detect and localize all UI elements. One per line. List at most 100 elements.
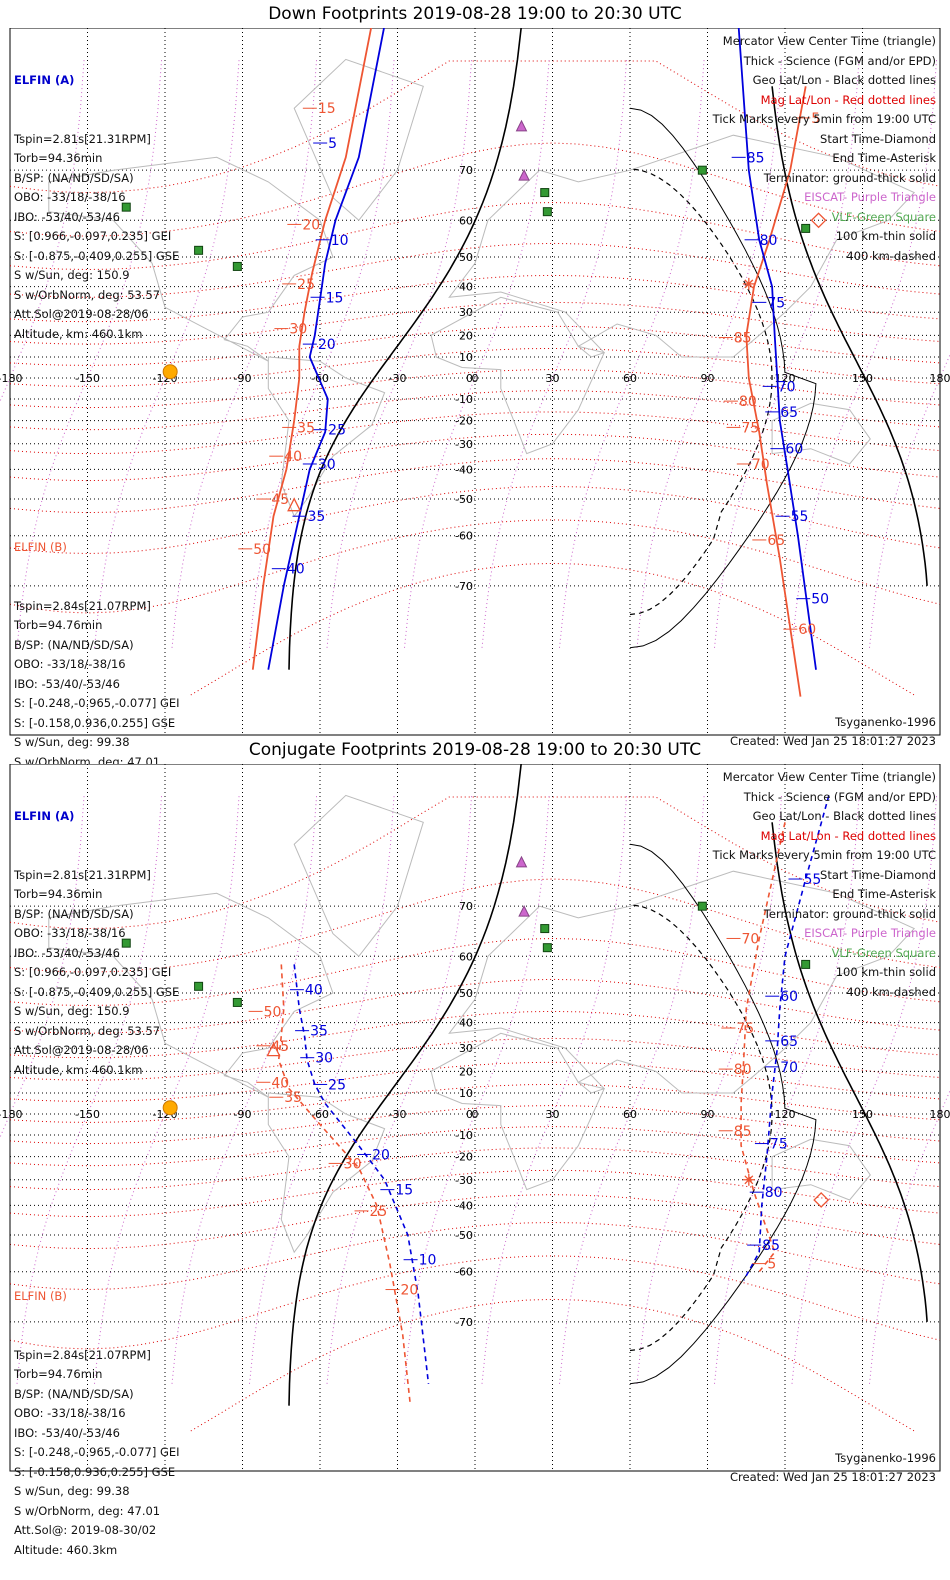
elfin-b-time-label: 20 (401, 1283, 419, 1299)
panel-2-elfin-b-info: ELFIN (B) Tspin=2.84s[21.07RPM]Torb=94.7… (14, 1248, 180, 1580)
elfin-b-line-3: OBO: -33/18/-38/16 (14, 1404, 180, 1424)
elfin-a-time-label: 50 (811, 592, 829, 608)
elfin-a-line-8: S w/OrbNorm, deg: 53.57 (14, 286, 179, 306)
lon-tick-label: -150 (75, 372, 100, 385)
elfin-a-time-label: 25 (328, 1077, 346, 1093)
elfin-b-time-label: 25 (297, 277, 315, 293)
legend-item-6: End Time-Asterisk (713, 149, 936, 169)
lat-tick-label: -30 (455, 1174, 473, 1187)
elfin-b-line-7: S w/Sun, deg: 99.38 (14, 1482, 180, 1502)
elfin-a-time-label: 20 (372, 1147, 390, 1163)
elfin-a-time-label: 5 (328, 136, 337, 152)
lat-tick-label: 10 (459, 1087, 473, 1100)
elfin-b-time-label: 80 (734, 1062, 752, 1078)
elfin-b-line-0: Tspin=2.84s[21.07RPM] (14, 597, 180, 617)
elfin-a-line-10: Altitude, km: 460.1km (14, 325, 179, 345)
elfin-a-time-label: 80 (765, 1185, 783, 1201)
lat-tick-label: -20 (455, 415, 473, 428)
lat-tick-label: -10 (455, 393, 473, 406)
legend-item-4: Tick Marks every 5min from 19:00 UTC (713, 110, 936, 130)
elfin-b-line-1: Torb=94.76min (14, 1365, 180, 1385)
elfin-a-time-label: 30 (318, 457, 336, 473)
elfin-b-line-10: Altitude: 460.3km (14, 1541, 180, 1561)
elfin-a-line-7: S w/Sun, deg: 150.9 (14, 266, 179, 286)
lon-tick-label: 90 (701, 1108, 715, 1121)
panel-1-elfin-a-info: ELFIN (A) Tspin=2.81s[21.31RPM]Torb=94.3… (14, 32, 179, 364)
lon-tick-label: -30 (389, 372, 407, 385)
elfin-a-time-label: 75 (770, 1137, 788, 1153)
elfin-a-time-label: 20 (318, 337, 336, 353)
panel-2-model: Tsyganenko-1996 (835, 1451, 936, 1465)
legend-item-7: Terminator: ground-thick solid (713, 905, 936, 925)
lat-tick-label: 50 (459, 987, 473, 1000)
elfin-b-time-label: 35 (284, 1090, 302, 1106)
elfin-a-line-0: Tspin=2.81s[21.31RPM] (14, 130, 179, 150)
legend-item-7: Terminator: ground-thick solid (713, 169, 936, 189)
elfin-a-time-label: 40 (305, 983, 323, 999)
elfin-a-time-label: 75 (767, 295, 785, 311)
lon-tick-label: 30 (546, 372, 560, 385)
lon-tick-label: 60 (623, 1108, 637, 1121)
legend-item-3: Mag Lat/Lon - Red dotted lines (713, 827, 936, 847)
elfin-a-line-6: S: [-0.875,-0.409,0.255] GSE (14, 247, 179, 267)
elfin-b-time-label: 35 (297, 420, 315, 436)
elfin-a-line-8: S w/OrbNorm, deg: 53.57 (14, 1022, 179, 1042)
vlf-square-icon (233, 998, 241, 1006)
elfin-b-line-0: Tspin=2.84s[21.07RPM] (14, 1346, 180, 1366)
legend-item-2: Geo Lat/Lon - Black dotted lines (713, 807, 936, 827)
lat-tick-label: 30 (459, 306, 473, 319)
lat-tick-label: -10 (455, 1129, 473, 1142)
elfin-a-time-label: 65 (780, 1034, 798, 1050)
vlf-square-icon (543, 944, 551, 952)
elfin-a-line-9: Att.Sol@2019-08-28/06 (14, 305, 179, 325)
lon-tick-label: 120 (775, 1108, 796, 1121)
elfin-b-time-label: 30 (344, 1156, 362, 1172)
vlf-square-icon (541, 189, 549, 197)
lat-tick-label: 20 (459, 329, 473, 342)
elfin-b-time-label: 75 (742, 420, 760, 436)
elfin-a-line-4: IBO: -53/40/-53/46 (14, 944, 179, 964)
vlf-square-icon (541, 925, 549, 933)
panel-2-legend: Mercator View Center Time (triangle)Thic… (713, 768, 936, 1002)
elfin-a-time-label: 40 (287, 562, 305, 578)
elfin-a-time-label: 35 (308, 509, 326, 525)
elfin-b-header: ELFIN (B) (14, 1287, 180, 1307)
lat-tick-label: -50 (455, 493, 473, 506)
elfin-b-line-5: S: [-0.248,-0.965,-0.077] GEI (14, 1443, 180, 1463)
lon-tick-label: -150 (75, 1108, 100, 1121)
legend-item-3: Mag Lat/Lon - Red dotted lines (713, 91, 936, 111)
lat-tick-label: -40 (455, 1199, 473, 1212)
elfin-a-line-2: B/SP: (NA/ND/SD/SA) (14, 169, 179, 189)
legend-item-9: VLF-Green Square (713, 944, 936, 964)
legend-item-11: 400 km-dashed (713, 247, 936, 267)
lon-tick-label: -180 (0, 1108, 22, 1121)
elfin-b-line-2: B/SP: (NA/ND/SD/SA) (14, 636, 180, 656)
sun-icon (163, 365, 177, 379)
panel-1-model: Tsyganenko-1996 (835, 715, 936, 729)
elfin-a-line-6: S: [-0.875,-0.409,0.255] GSE (14, 983, 179, 1003)
lat-tick-label: 50 (459, 251, 473, 264)
elfin-b-time-label: 75 (736, 1021, 754, 1037)
elfin-a-line-5: S: [0.966,-0.097,0.235] GEI (14, 227, 179, 247)
lon-tick-label: 90 (701, 372, 715, 385)
panel-2-elfin-a-info: ELFIN (A) Tspin=2.81s[21.31RPM]Torb=94.3… (14, 768, 179, 1100)
elfin-a-time-label: 65 (780, 405, 798, 421)
elfin-a-line-1: Torb=94.36min (14, 149, 179, 169)
elfin-a-time-label: 60 (785, 442, 803, 458)
lon-tick-label: -60 (311, 1108, 329, 1121)
lon-tick-label: -90 (234, 1108, 252, 1121)
elfin-b-line-2: B/SP: (NA/ND/SD/SA) (14, 1385, 180, 1405)
elfin-a-line-7: S w/Sun, deg: 150.9 (14, 1002, 179, 1022)
lon-tick-label: 0 (472, 372, 479, 385)
lon-tick-label: 180 (930, 1108, 950, 1121)
legend-item-10: 100 km-thin solid (713, 963, 936, 983)
lat-tick-label: -70 (455, 1316, 473, 1329)
legend-item-0: Mercator View Center Time (triangle) (713, 32, 936, 52)
lat-tick-label: 20 (459, 1065, 473, 1078)
elfin-b-time-label: 85 (734, 1124, 752, 1140)
legend-item-5: Start Time-Diamond (713, 866, 936, 886)
elfin-b-line-9: Att.Sol@: 2019-08-30/02 (14, 1521, 180, 1541)
vlf-square-icon (195, 246, 203, 254)
